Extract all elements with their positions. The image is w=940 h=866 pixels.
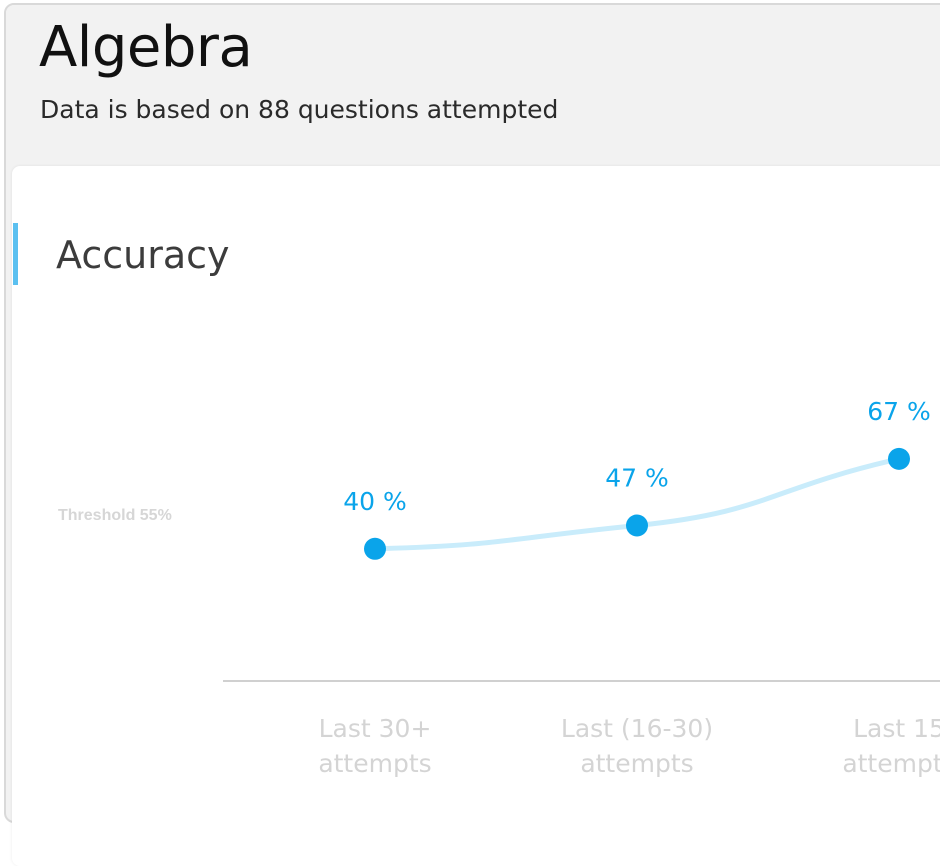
x-tick-label: attempts — [580, 749, 693, 778]
x-tick-label: attempts — [842, 749, 940, 778]
page-title: Algebra — [39, 15, 253, 80]
x-tick-label: attempts — [318, 749, 431, 778]
data-point — [364, 537, 386, 560]
section-accent-bar — [13, 223, 18, 285]
data-point — [626, 514, 648, 537]
data-label: 47 % — [605, 463, 669, 492]
accuracy-card — [12, 166, 940, 866]
header: Algebra Data is based on 88 questions at… — [6, 5, 940, 142]
x-tick-label: Last 30+ — [319, 714, 432, 743]
accuracy-chart: Threshold 55% 40 % 47 % 67 % Last 30+ attempt… — [58, 397, 940, 778]
data-label: 67 % — [867, 397, 931, 426]
data-label: 40 % — [343, 487, 407, 516]
section-title: Accuracy — [56, 233, 230, 277]
data-point — [888, 447, 910, 470]
x-tick-label: Last 15 — [853, 714, 940, 743]
page-subtitle: Data is based on 88 questions attempted — [40, 95, 559, 124]
threshold-label: Threshold 55% — [58, 507, 172, 524]
x-tick-label: Last (16-30) — [561, 714, 713, 743]
